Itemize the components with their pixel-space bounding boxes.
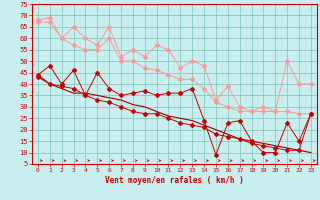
X-axis label: Vent moyen/en rafales ( km/h ): Vent moyen/en rafales ( km/h ) (105, 176, 244, 185)
